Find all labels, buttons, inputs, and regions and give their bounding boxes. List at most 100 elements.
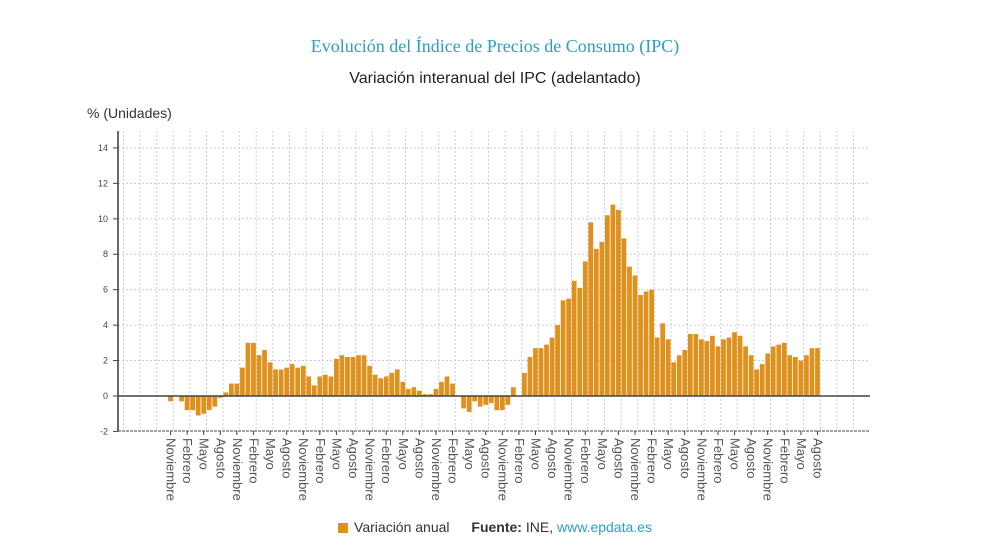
bar (533, 348, 538, 396)
bar (571, 280, 577, 396)
bar (815, 348, 820, 396)
x-tick-label: Agosto (412, 438, 427, 478)
bar (217, 396, 223, 398)
bar (627, 266, 632, 396)
y-tick-label: 8 (103, 249, 108, 259)
x-tick-label: Agosto (213, 438, 228, 478)
bar (616, 209, 621, 396)
x-tick-label: Febrero (578, 438, 593, 484)
bar (439, 381, 444, 396)
bar (245, 342, 251, 396)
bar (804, 355, 809, 396)
bar (289, 364, 295, 396)
bar (195, 396, 201, 416)
bar (698, 339, 704, 396)
bar (472, 396, 478, 402)
x-tick-label: Agosto (678, 438, 693, 478)
x-tick-label: Mayo (329, 438, 344, 470)
x-tick-label: Mayo (794, 438, 809, 470)
bar (389, 372, 395, 396)
bar (383, 376, 389, 396)
bar (555, 325, 560, 396)
bar (748, 355, 754, 396)
chart-title: Evolución del Índice de Precios de Consu… (310, 36, 680, 56)
y-axis-label: % (Unidades) (87, 105, 172, 121)
x-tick-label: Mayo (528, 438, 543, 470)
bar (638, 294, 643, 396)
bar (201, 396, 207, 414)
bar (809, 348, 815, 396)
x-tick-label: Agosto (545, 438, 560, 478)
bar (676, 355, 682, 396)
x-tick-label: Agosto (346, 438, 361, 478)
x-tick-label: Noviembre (761, 438, 776, 501)
bar (300, 365, 306, 396)
bar (494, 396, 500, 411)
bar (687, 333, 693, 396)
chart-subtitle: Variación interanual del IPC (adelantado… (349, 70, 641, 87)
x-tick-label: Febrero (180, 438, 195, 484)
bar (643, 291, 649, 396)
bar (367, 365, 372, 396)
bar (461, 396, 466, 409)
x-tick-label: Noviembre (694, 438, 709, 501)
bar (411, 387, 417, 396)
bar (405, 388, 411, 396)
bar (400, 381, 406, 396)
bar (560, 300, 566, 396)
bar (334, 358, 339, 396)
source-label: Fuente: (471, 519, 522, 535)
x-tick-label: Agosto (744, 438, 759, 478)
bar (665, 339, 671, 396)
x-tick-label: Noviembre (628, 438, 643, 501)
bar (378, 378, 384, 396)
bar (721, 339, 726, 396)
bar (781, 342, 787, 396)
y-tick-label: 10 (98, 214, 108, 224)
bar (262, 349, 267, 396)
x-tick-label: Febrero (711, 438, 726, 484)
bar (765, 353, 771, 396)
x-tick-label: Agosto (611, 438, 626, 478)
y-tick-label: 12 (98, 178, 108, 188)
bar (566, 298, 572, 396)
source-name: INE, (525, 519, 554, 535)
x-tick-label: Mayo (396, 438, 411, 470)
bar (588, 222, 594, 396)
bar (621, 238, 627, 396)
bar (593, 248, 599, 396)
bar (483, 396, 489, 405)
bar (737, 335, 743, 396)
source-link[interactable]: www.epdata.es (557, 519, 652, 535)
bar (726, 337, 732, 396)
bar (212, 396, 218, 407)
bar (776, 344, 782, 396)
bar (499, 396, 505, 411)
x-tick-label: Noviembre (562, 438, 577, 501)
bar (228, 383, 234, 396)
bar (527, 357, 533, 396)
bar (649, 289, 654, 396)
x-tick-label: Agosto (810, 438, 825, 478)
x-tick-label: Agosto (280, 438, 295, 478)
bar (682, 349, 688, 396)
bar (577, 287, 583, 396)
bar (450, 383, 455, 396)
bar (284, 367, 290, 396)
x-tick-label: Mayo (595, 438, 610, 470)
legend: Variación anual Fuente: INE, www.epdata.… (0, 519, 990, 535)
x-tick-label: Mayo (728, 438, 743, 470)
bar (311, 385, 317, 396)
bar (428, 394, 433, 396)
x-tick-label: Mayo (661, 438, 676, 470)
bar (345, 357, 350, 396)
bar (223, 392, 229, 396)
bar (339, 355, 345, 396)
bar (350, 357, 356, 396)
x-tick-label: Noviembre (429, 438, 444, 501)
bar (599, 241, 605, 396)
bar (715, 346, 721, 396)
bar (538, 348, 544, 396)
bar (671, 362, 677, 396)
